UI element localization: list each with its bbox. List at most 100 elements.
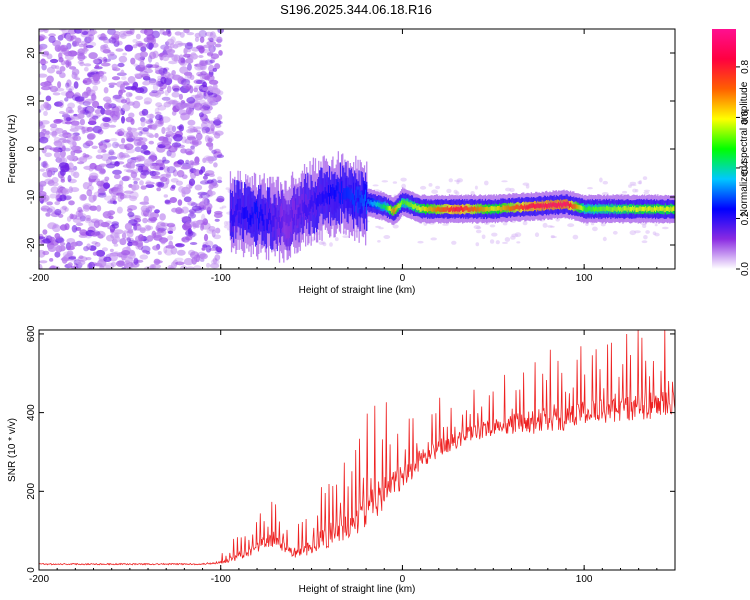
ridge-cell: [383, 203, 385, 208]
scatter-cell: [641, 240, 648, 244]
ridge-cell: [501, 206, 503, 212]
ridge-cell: [663, 207, 665, 213]
ridge-cell: [334, 190, 336, 202]
scatter-cell: [476, 226, 482, 230]
ridge-cell: [293, 217, 295, 230]
noise-cell: [76, 259, 86, 266]
ridge-cell: [353, 194, 355, 206]
ridge-cell: [633, 207, 635, 212]
ridge-cell: [623, 206, 625, 211]
ridge-cell: [662, 206, 664, 211]
noise-cell: [186, 31, 195, 36]
ridge-cell: [308, 203, 310, 216]
noise-cell: [187, 228, 192, 235]
scatter-cell: [401, 183, 406, 189]
ridge-cell: [499, 205, 501, 211]
noise-cell: [72, 40, 80, 47]
noise-cell: [153, 258, 161, 265]
ridge-cell: [536, 203, 538, 209]
noise-cell: [56, 70, 62, 75]
scatter-cell: [622, 190, 628, 194]
noise-cell: [50, 186, 59, 194]
noise-cell: [195, 132, 203, 141]
ridge-cell: [469, 207, 471, 212]
ridge-cell: [507, 205, 510, 210]
noise-cell: [81, 91, 89, 99]
noise-cell: [138, 234, 144, 242]
noise-cell: [193, 265, 202, 269]
scatter-cell: [599, 177, 603, 183]
noise-cell: [137, 165, 144, 173]
ridge-cell: [442, 207, 444, 212]
noise-cell: [39, 236, 46, 240]
noise-cell: [139, 51, 148, 58]
ridge-cell: [235, 205, 237, 217]
noise-cell: [213, 119, 222, 126]
ridge-cell: [492, 206, 494, 212]
ridge-cell: [548, 202, 550, 208]
ridge-cell: [380, 204, 382, 209]
ridge-cell: [357, 201, 359, 214]
noise-cell: [60, 178, 65, 183]
scatter-cell: [489, 239, 495, 244]
scatter-cell: [612, 230, 618, 235]
noise-cell: [217, 114, 223, 121]
ridge-cell: [300, 194, 302, 218]
noise-cell: [200, 122, 208, 129]
noise-cell: [156, 187, 162, 192]
ridge-cell: [611, 207, 613, 212]
noise-cell: [146, 132, 154, 137]
ridge-cell: [263, 197, 265, 221]
noise-cell: [65, 117, 72, 122]
ridge-cell: [363, 183, 366, 230]
ridge-cell: [408, 202, 410, 207]
ridge-cell: [321, 192, 323, 204]
ridge-cell: [634, 205, 636, 211]
noise-cell: [217, 179, 223, 184]
noise-cell: [103, 87, 109, 94]
noise-cell: [74, 29, 83, 34]
ridge-cell: [387, 206, 390, 211]
noise-cell: [103, 43, 109, 49]
noise-cell: [175, 261, 185, 266]
ridge-cell: [644, 206, 646, 212]
ridge-cell: [382, 204, 384, 210]
ridge-cell: [502, 205, 504, 210]
noise-cell: [75, 77, 81, 81]
scatter-cell: [455, 191, 460, 196]
noise-cell: [165, 172, 172, 179]
noise-cell: [110, 187, 119, 193]
ridge-cell: [331, 190, 333, 214]
ridge-cell: [386, 205, 389, 211]
noise-cell: [199, 106, 208, 112]
ridge-cell: [591, 206, 594, 212]
noise-cell: [126, 229, 134, 238]
ridge-cell: [347, 188, 349, 212]
noise-cell: [141, 73, 150, 78]
noise-cell: [58, 111, 65, 114]
noise-cell: [121, 232, 127, 240]
noise-cell: [77, 105, 82, 110]
noise-cell: [185, 184, 192, 190]
noise-cell: [126, 208, 133, 213]
noise-cell: [54, 233, 61, 239]
noise-cell: [39, 123, 45, 130]
colorbar-label: Normalized spectral amplitude: [739, 81, 750, 216]
noise-cell: [119, 194, 125, 200]
noise-cell: [59, 194, 67, 202]
ridge-cell: [370, 200, 372, 205]
noise-cell: [160, 228, 165, 234]
noise-cell: [191, 257, 198, 265]
noise-cell: [198, 195, 203, 199]
ridge-cell: [312, 200, 314, 213]
noise-cell: [106, 53, 115, 57]
noise-cell: [51, 130, 57, 138]
ridge-cell: [327, 185, 330, 197]
ridge-cell: [368, 199, 370, 204]
ridge-cell: [515, 204, 517, 209]
noise-cell: [101, 153, 111, 162]
noise-cell: [202, 244, 208, 248]
noise-cell: [64, 207, 69, 212]
ridge-cell: [512, 205, 514, 211]
noise-cell: [111, 76, 121, 81]
